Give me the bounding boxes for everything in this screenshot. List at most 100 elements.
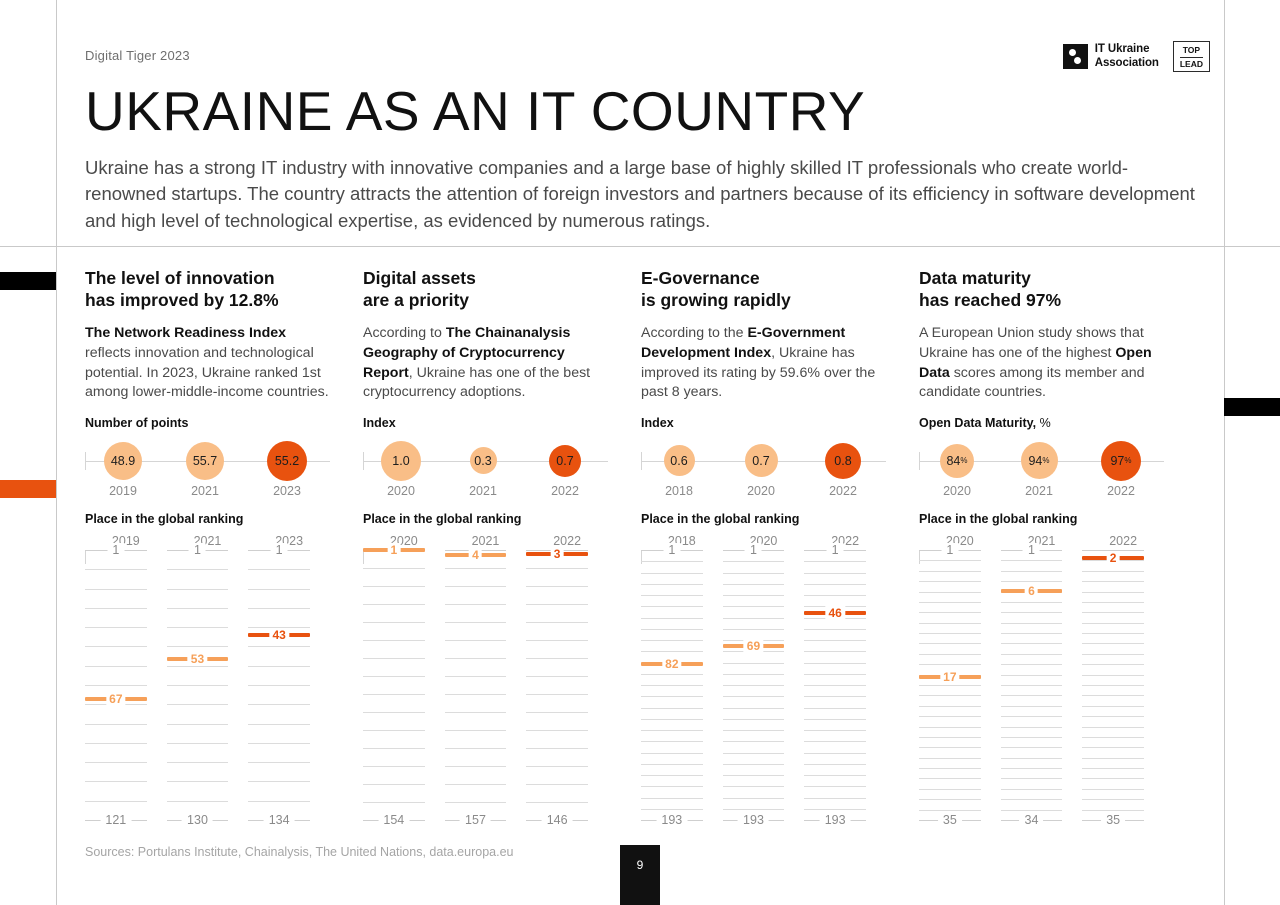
kicker-text: Digital Tiger 2023 xyxy=(85,48,190,63)
rank-gridline xyxy=(1082,798,1144,800)
rank-gridline xyxy=(166,761,229,763)
rank-panel: 2021 157 4 xyxy=(444,532,527,827)
value-bubble-number: 55.7 xyxy=(192,453,218,468)
rank-gridline xyxy=(1082,580,1144,582)
rank-gridline xyxy=(166,626,229,628)
rank-gridline xyxy=(641,740,703,742)
rank-gridlines: 146 3 xyxy=(526,546,588,827)
column-1: The level of innovation has improved by … xyxy=(85,268,363,827)
value-chart-year-label: 2020 xyxy=(387,483,415,498)
rank-gridline xyxy=(1000,674,1063,676)
value-chart-year-label: 2022 xyxy=(551,483,579,498)
rank-gridline xyxy=(1000,788,1063,790)
rank-panel-year: 2022 xyxy=(553,533,582,548)
rank-gridline xyxy=(85,780,147,782)
rank-gridline xyxy=(722,763,785,765)
rank-gridline xyxy=(363,567,425,569)
rank-gridline xyxy=(85,626,147,628)
rank-gridline xyxy=(363,675,425,677)
rank-gridline xyxy=(1082,632,1144,634)
rank-gridline xyxy=(641,707,703,709)
rank-gridline xyxy=(363,801,425,803)
rank-panel: 2018 1 193 82 xyxy=(641,532,723,827)
rank-gridline xyxy=(166,723,229,725)
rank-marker-value: 46 xyxy=(825,605,845,620)
rank-gridline xyxy=(1082,726,1144,728)
rank-gridline xyxy=(919,570,981,572)
value-bubble: 55.7 xyxy=(186,441,224,480)
rank-gridline xyxy=(804,774,866,776)
rank-gridline xyxy=(722,785,785,787)
rank-gridline xyxy=(919,767,981,769)
rank-top-value: 1 xyxy=(107,542,125,557)
rank-gridline xyxy=(85,742,147,744)
column-body-text: The Network Readiness Index reflects inn… xyxy=(85,325,329,401)
rank-panel-year: 2022 xyxy=(831,533,860,548)
value-bubble: 0.3 xyxy=(469,447,497,475)
rank-top-value: 1 xyxy=(941,542,959,557)
rank-marker-value: 3 xyxy=(550,546,564,561)
right-vertical-rule xyxy=(1224,0,1225,905)
rank-gridline xyxy=(804,684,866,686)
rank-gridline xyxy=(1000,653,1063,655)
rank-gridline xyxy=(363,621,425,623)
rank-panel: 2021 1 130 53 xyxy=(166,532,249,827)
rank-gridline xyxy=(919,611,981,613)
value-bubble-chart: 1.0 2020 0.3 2021 0.7 2022 xyxy=(363,438,608,500)
rank-panel: 2022 35 2 xyxy=(1082,532,1164,827)
rank-gridline xyxy=(1082,684,1144,686)
it-ukraine-association-logo: IT Ukraine Association xyxy=(1062,43,1159,70)
rank-bottom-value: 193 xyxy=(738,812,769,827)
value-bubble-chart: 0.6 2018 0.7 2020 0.8 2022 xyxy=(641,438,886,500)
rank-gridline xyxy=(1082,570,1144,572)
value-chart-axis-cap xyxy=(919,451,920,470)
rank-chart: 2020 154 1 2021 157 4 2022 146 3 xyxy=(363,532,608,827)
rank-gridline xyxy=(804,560,866,562)
rank-gridline xyxy=(641,752,703,754)
rank-panel-year: 2021 xyxy=(193,533,222,548)
rank-gridline xyxy=(1082,642,1144,644)
rank-marker-value: 6 xyxy=(1025,583,1038,598)
rank-gridline xyxy=(804,797,866,799)
rank-gridline xyxy=(363,657,425,659)
rank-gridlines: 1 134 43 xyxy=(248,542,310,827)
rank-gridline xyxy=(722,628,785,630)
rank-marker-value: 67 xyxy=(106,691,126,706)
rank-gridline xyxy=(641,594,703,596)
value-bubble-number: 0.6 xyxy=(670,453,688,468)
rank-top-value: 1 xyxy=(826,542,844,557)
rank-gridline xyxy=(1082,591,1144,593)
rank-axis-cap xyxy=(641,549,642,564)
rank-gridline xyxy=(804,572,866,574)
rank-bottom-value: 130 xyxy=(182,812,213,827)
rank-gridline xyxy=(1000,705,1063,707)
value-bubble: 48.9 xyxy=(104,441,142,480)
rank-bottom-value: 121 xyxy=(100,812,132,827)
rank-gridline xyxy=(526,639,588,641)
rank-chart-title: Place in the global ranking xyxy=(85,511,244,526)
page-title: UKRAINE AS AN IT COUNTRY xyxy=(85,80,866,142)
value-bubble-number: 1.0 xyxy=(392,453,410,468)
rank-gridline xyxy=(248,800,310,802)
value-bubble-number: 48.9 xyxy=(110,453,136,468)
rank-gridline xyxy=(919,622,981,624)
rank-gridline xyxy=(722,774,785,776)
rank-gridline xyxy=(722,752,785,754)
rank-marker-value: 69 xyxy=(743,638,764,653)
rank-bottom-value: 193 xyxy=(819,812,851,827)
rank-gridline xyxy=(722,673,785,675)
rank-panel-year: 2023 xyxy=(275,533,304,548)
rank-gridline xyxy=(248,684,310,686)
rank-gridline xyxy=(248,645,310,647)
rank-gridline xyxy=(526,801,588,803)
rank-gridlines: 1 34 6 xyxy=(1000,542,1063,827)
rank-panel: 2021 1 34 6 xyxy=(1000,532,1083,827)
rank-gridline xyxy=(526,711,588,713)
rank-gridline xyxy=(804,785,866,787)
value-bubble-number: 94 xyxy=(1028,453,1043,468)
rank-gridlines: 1 130 53 xyxy=(166,542,229,827)
rank-gridline xyxy=(804,695,866,697)
rank-gridline xyxy=(444,675,507,677)
column-body-text: According to the E-Government Developmen… xyxy=(641,325,876,401)
rank-gridline xyxy=(85,607,147,609)
